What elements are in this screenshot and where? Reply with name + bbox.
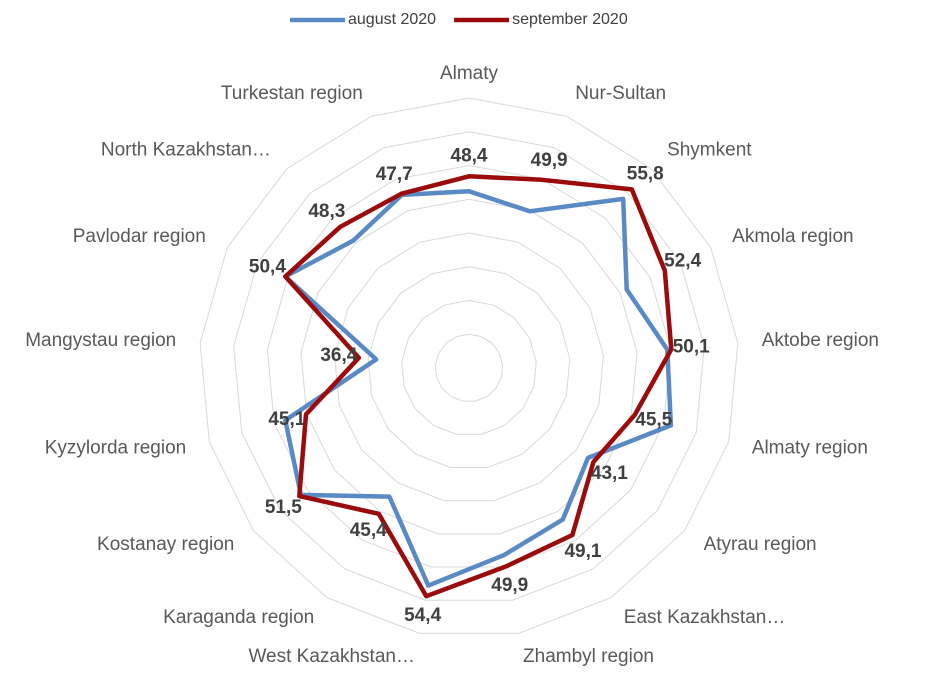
legend-label: september 2020 [512,11,628,28]
category-label: West Kazakhstan… [248,646,415,667]
category-label: Zhambyl region [523,646,654,667]
data-label: 49,9 [531,150,568,171]
grid-ring [334,232,604,502]
category-label: Pavlodar region [73,226,206,247]
category-label: East Kazakhstan… [624,607,786,628]
data-label: 55,8 [627,164,664,185]
grid-ring [401,299,537,435]
grid-ring [199,97,739,634]
category-label: North Kazakhstan… [101,140,271,161]
category-label: Turkestan region [221,83,363,104]
category-label: Kyzylorda region [45,437,187,458]
data-label: 52,4 [664,251,701,272]
category-label: Almaty region [752,437,868,458]
data-label: 45,1 [268,409,305,430]
data-label: 45,5 [635,410,672,431]
category-label: Kostanay region [97,534,234,555]
legend-label: august 2020 [348,11,436,28]
data-label: 51,5 [265,497,302,518]
grid-ring [300,198,638,535]
data-label: 49,9 [491,575,528,596]
grid-ring [266,164,672,568]
data-label: 36,4 [320,345,357,366]
data-label: 50,1 [673,336,710,357]
category-label: Aktobe region [762,330,879,351]
data-label: 48,4 [451,145,488,166]
data-label: 54,4 [404,605,441,626]
category-label: Akmola region [732,226,853,247]
data-label: 48,3 [308,201,345,222]
grid-ring [233,131,705,601]
data-label: 47,7 [376,164,413,185]
series-line [283,188,674,588]
category-label: Atyrau region [704,534,817,555]
category-label: Mangystau region [25,330,176,351]
series-line [283,174,674,599]
category-label: Nur-Sultan [575,83,666,104]
category-label: Karaganda region [163,607,314,628]
data-label: 49,1 [564,541,601,562]
grid-ring [434,333,504,402]
data-label: 50,4 [249,257,286,278]
grid-ring [367,266,571,469]
data-label: 43,1 [591,463,628,484]
category-label: Shymkent [667,140,752,161]
data-label: 45,4 [350,520,387,541]
category-label: Almaty [440,63,499,84]
